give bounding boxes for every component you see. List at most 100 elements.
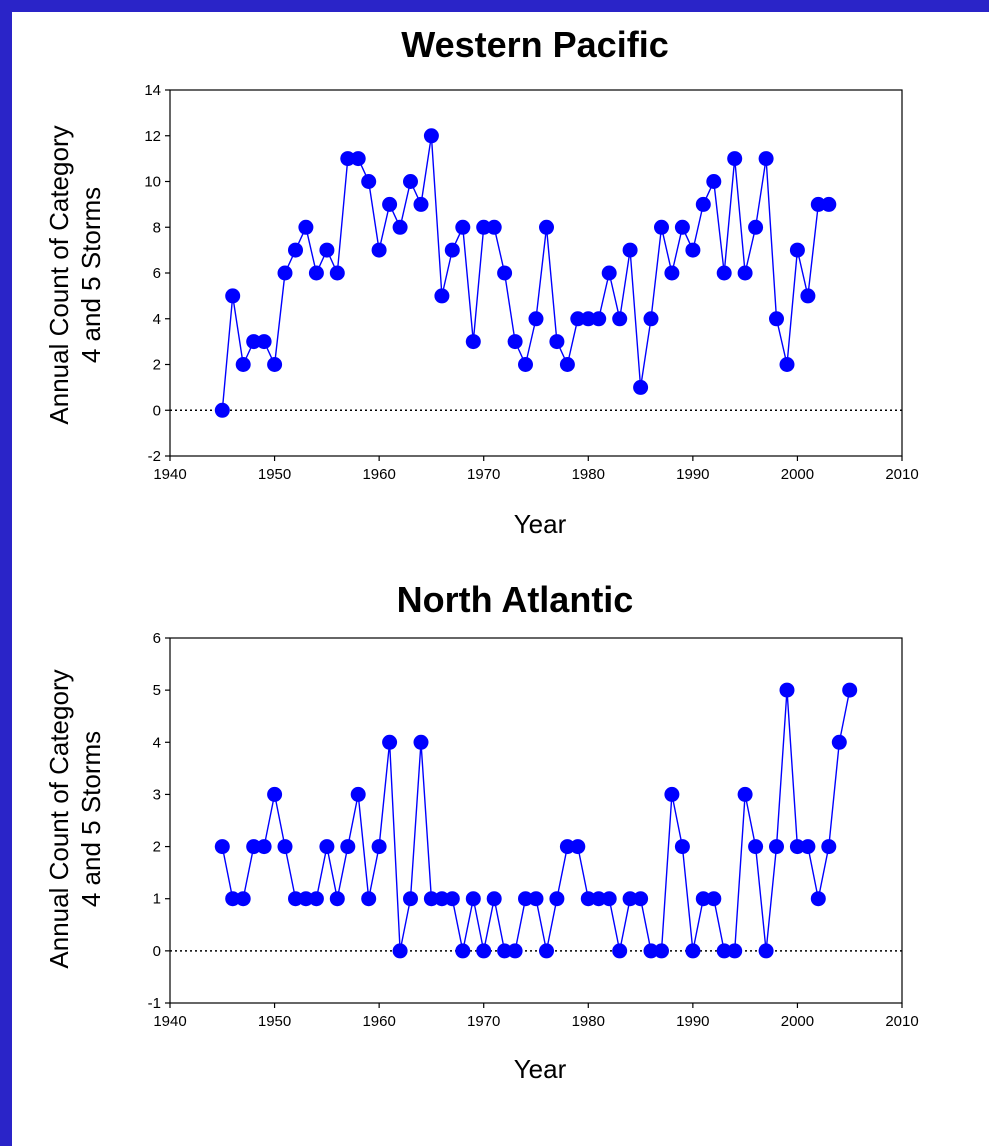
data-point	[748, 839, 764, 855]
x-tick-label: 1970	[467, 466, 500, 483]
data-point	[810, 196, 826, 212]
data-point	[549, 334, 565, 350]
data-point	[821, 839, 837, 855]
y-tick-label: 3	[153, 786, 161, 803]
data-point	[769, 311, 784, 327]
data-point	[559, 357, 575, 372]
data-point	[434, 288, 450, 304]
data-point	[361, 174, 377, 189]
x-tick-label: 1960	[362, 1013, 395, 1030]
data-point	[612, 311, 628, 327]
data-point	[559, 839, 575, 855]
x-tick-label: 2000	[781, 466, 814, 483]
data-point	[277, 839, 293, 855]
data-point	[267, 357, 283, 372]
data-point	[643, 943, 659, 959]
y-axis-label-line1: Annual Count of Category	[44, 125, 74, 424]
data-point	[633, 379, 649, 395]
data-point	[674, 219, 690, 235]
data-point	[476, 219, 492, 235]
data-point	[308, 891, 324, 907]
slide-frame-left	[0, 0, 12, 1146]
y-tick-label: 0	[153, 943, 161, 960]
x-axis-label: Year	[514, 1054, 567, 1084]
data-point	[423, 891, 439, 907]
y-tick-label: 6	[153, 630, 161, 647]
data-point	[465, 891, 481, 907]
data-point	[518, 357, 533, 372]
data-point	[664, 786, 680, 802]
data-point	[340, 839, 356, 855]
data-point	[800, 288, 816, 304]
data-point	[361, 891, 377, 907]
x-tick-label: 1950	[258, 466, 291, 483]
data-point	[674, 839, 690, 855]
data-point	[413, 196, 429, 212]
data-point	[528, 891, 544, 907]
chart-north-atlantic: North Atlantic Annual Count of Category …	[44, 579, 919, 1084]
chart-title: North Atlantic	[397, 579, 634, 620]
data-point	[706, 174, 722, 189]
data-point	[664, 265, 680, 281]
y-tick-label: 6	[153, 265, 161, 282]
y-axis-label-line1: Annual Count of Category	[44, 669, 74, 968]
data-point	[403, 174, 418, 189]
data-point	[423, 128, 439, 144]
data-point	[267, 786, 283, 802]
data-point	[497, 265, 513, 281]
data-point	[434, 891, 450, 907]
data-point	[235, 357, 251, 372]
data-point	[288, 242, 303, 258]
data-point	[277, 265, 293, 281]
data-point	[633, 891, 649, 907]
data-point	[528, 311, 544, 327]
data-point	[789, 839, 805, 855]
y-tick-label: 8	[153, 219, 161, 236]
y-tick-label: 2	[153, 839, 161, 856]
y-axis-label: Annual Count of Category 4 and 5 Storms	[44, 669, 106, 968]
y-axis-label-line2: 4 and 5 Storms	[76, 187, 106, 363]
slide-frame-top	[0, 0, 989, 12]
data-point	[789, 242, 805, 258]
data-point	[654, 943, 669, 959]
data-point	[288, 891, 303, 907]
data-point	[695, 196, 711, 212]
x-tick-label: 1980	[572, 466, 605, 483]
data-point	[727, 943, 743, 959]
x-tick-label: 1990	[676, 466, 709, 483]
data-point	[601, 265, 617, 281]
data-point	[769, 839, 784, 855]
data-point	[737, 786, 753, 802]
data-point	[298, 219, 314, 235]
data-point	[350, 786, 366, 802]
data-point	[392, 219, 408, 235]
data-point	[685, 943, 701, 959]
y-tick-label: 1	[153, 891, 161, 908]
x-tick-label: 2000	[781, 1013, 814, 1030]
data-point	[413, 734, 429, 750]
data-point	[580, 891, 596, 907]
x-tick-label: 2010	[885, 1013, 918, 1030]
data-point	[539, 219, 554, 235]
data-point	[748, 219, 764, 235]
y-tick-label: 4	[153, 734, 161, 751]
data-point	[497, 943, 513, 959]
data-point	[465, 334, 481, 350]
data-point	[308, 265, 324, 281]
data-point	[570, 311, 586, 327]
x-axis-label: Year	[514, 509, 567, 539]
y-tick-label: 0	[153, 402, 161, 419]
y-tick-label: 12	[144, 128, 161, 145]
data-point	[507, 943, 523, 959]
data-point	[371, 242, 387, 258]
data-point	[685, 242, 701, 258]
data-point	[476, 943, 492, 959]
y-tick-label: 14	[144, 82, 161, 99]
y-tick-label: 2	[153, 357, 161, 374]
data-point	[601, 891, 617, 907]
data-point	[779, 357, 795, 372]
data-point	[716, 943, 732, 959]
data-point	[225, 288, 241, 304]
data-point	[654, 219, 669, 235]
data-point	[371, 839, 387, 855]
